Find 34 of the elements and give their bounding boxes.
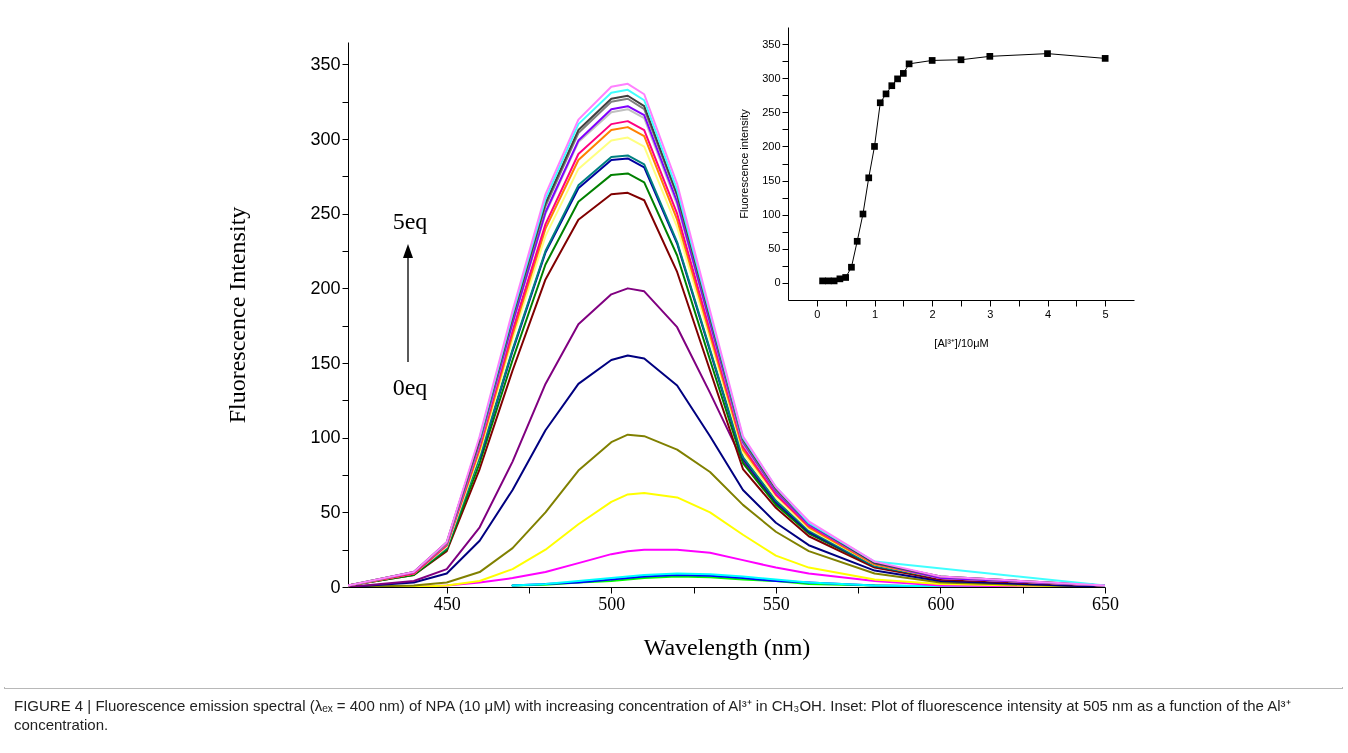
annotation: 0eq (392, 374, 428, 400)
y-tick-label: 100 (762, 208, 781, 221)
y-tick-label: 300 (762, 71, 781, 84)
x-tick-label: 500 (598, 593, 626, 614)
x-tick-label: 550 (762, 593, 790, 614)
y-tick-label: 250 (762, 105, 781, 118)
y-tick-label: 150 (762, 174, 781, 187)
y-tick-label: 0 (330, 576, 341, 597)
y-tick-label: 350 (310, 53, 341, 74)
y-tick-label: 300 (310, 128, 341, 149)
x-tick-label: 450 (433, 593, 461, 614)
x-tick-label: 5 (1102, 307, 1109, 320)
x-tick-label: 1 (871, 307, 879, 320)
x-tick-label: 2 (929, 307, 936, 320)
y-tick-label: 100 (310, 427, 341, 448)
y-tick-label: 200 (762, 139, 781, 152)
x-tick-label: 0 (814, 307, 821, 320)
y-axis-title: Fluorescence intensity (738, 108, 751, 219)
y-tick-label: 50 (768, 242, 781, 255)
x-tick-label: 650 (1092, 593, 1119, 614)
y-tick-label: 0 (774, 276, 781, 289)
annotation: 5eq (392, 208, 428, 234)
y-tick-label: 350 (762, 37, 781, 50)
y-tick-label: 250 (310, 203, 341, 224)
x-axis-title: [Al³⁺]/10μM (934, 336, 989, 349)
y-tick-label: 150 (310, 352, 341, 373)
caption: FIGURE 4 | Fluorescence emission spectral (λₑₓ = 400 nm) of NPA (10 μM) with increasing concentration of Al³⁺ in CH₃OH. Inset: Plot of fluorescence intensity at 505 nm as a function of the Al³⁺ concentration. (14, 696, 1292, 734)
y-tick-label: 200 (310, 277, 341, 298)
y-tick-label: 50 (320, 501, 341, 522)
x-tick-label: 600 (927, 593, 955, 614)
x-tick-label: 3 (987, 307, 994, 320)
x-axis-title: Wavelength (nm) (643, 633, 811, 660)
x-tick-label: 4 (1044, 307, 1052, 320)
y-axis-title: Fluorescence Intensity (224, 206, 251, 424)
